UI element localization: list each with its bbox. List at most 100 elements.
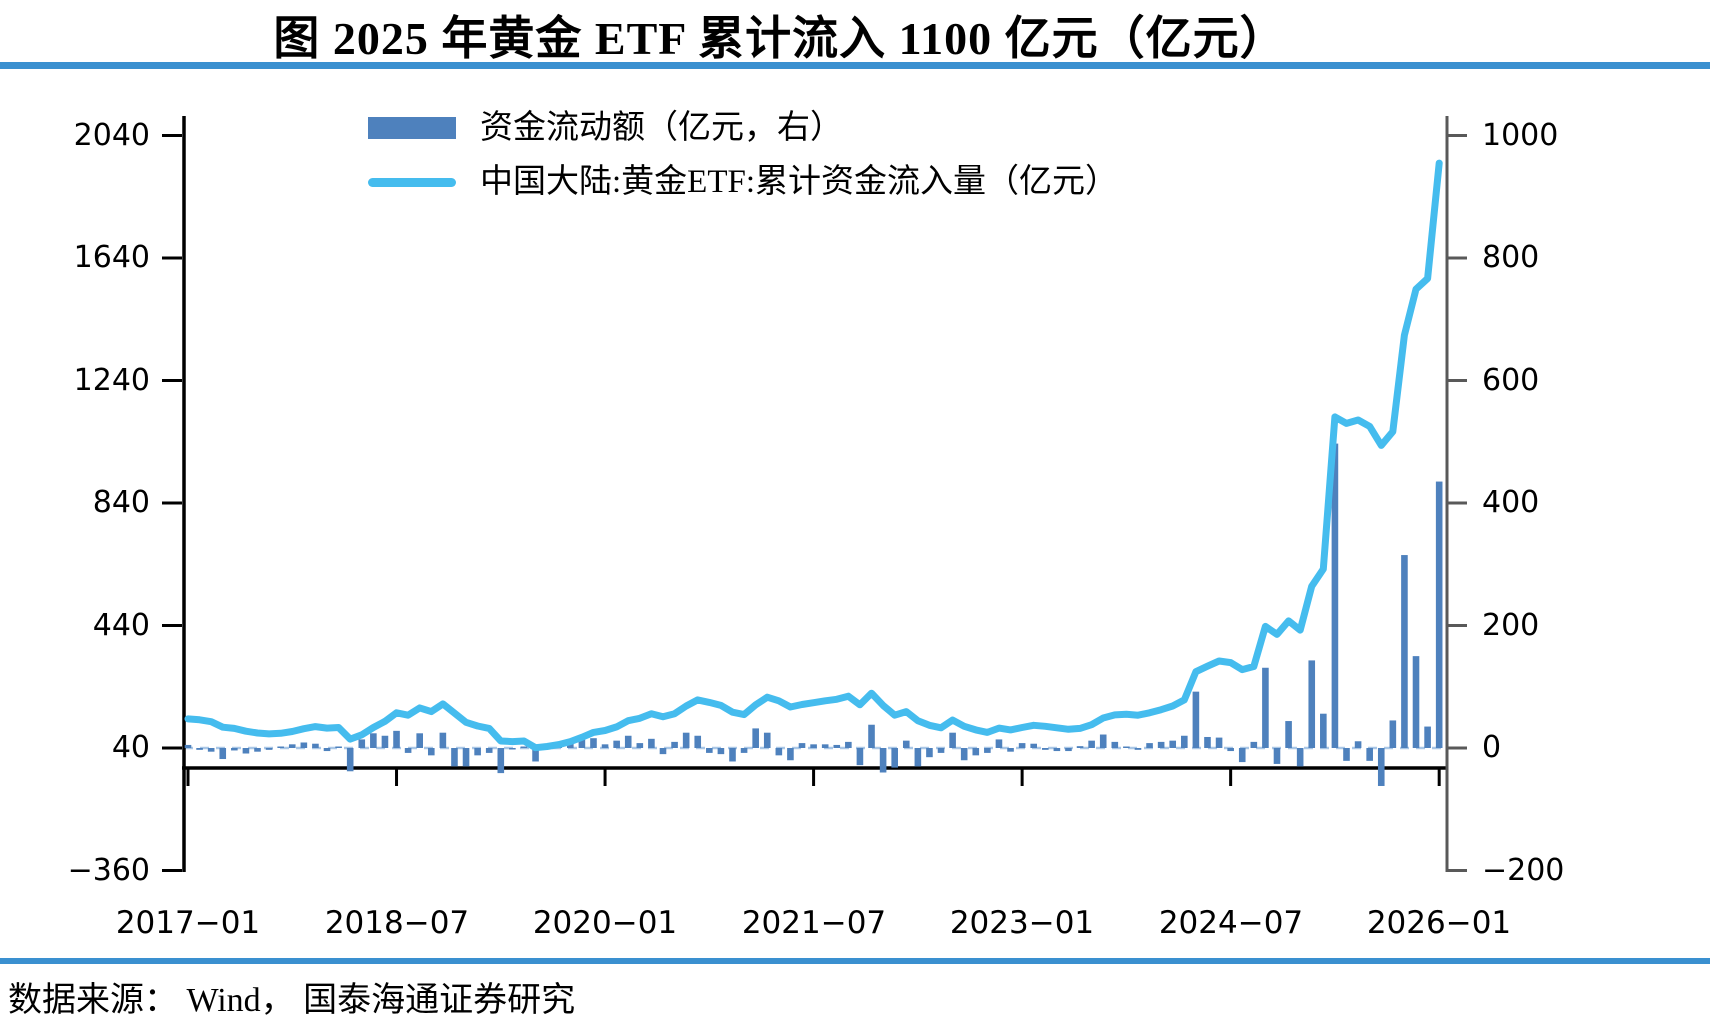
flow-bar-2020-06 (659, 748, 667, 755)
x-axis-tick-label-2023-01: 2023−01 (949, 905, 1095, 941)
flow-bar-2024-10 (1262, 667, 1269, 748)
flow-bar-2021-06 (798, 743, 806, 748)
flow-bar-2017-09 (277, 746, 284, 748)
flow-bar-2024-11 (1273, 748, 1281, 764)
flow-bar-2024-07 (1227, 748, 1234, 752)
flow-bar-2023-04 (1053, 748, 1061, 752)
flow-bar-2025-03 (1320, 713, 1327, 748)
flow-bar-2024-04 (1192, 691, 1200, 748)
flow-bar-2019-04 (497, 748, 505, 774)
flow-bar-2025-06 (1354, 741, 1362, 748)
flow-bar-2025-08 (1377, 748, 1385, 786)
flow-bar-2018-10 (427, 748, 435, 756)
flow-bar-2024-09 (1250, 741, 1258, 749)
line-series-swatch-icon (368, 177, 456, 187)
flow-bar-2019-07 (532, 748, 539, 762)
flow-bar-2018-08 (404, 748, 412, 753)
flow-bar-2023-09 (1111, 741, 1119, 749)
flow-bar-2022-02 (891, 748, 898, 768)
flow-bar-2017-05 (231, 748, 238, 751)
flow-bar-2023-07 (1088, 740, 1095, 748)
flow-bar-2017-07 (254, 748, 261, 752)
flow-bar-2024-02 (1169, 740, 1177, 748)
flow-bar-2020-09 (694, 735, 702, 748)
right-axis-tick-label-600: 600 (1482, 362, 1540, 398)
legend-label-bar-series: 资金流动额（亿元，右） (480, 110, 843, 146)
flow-bar-2020-03 (624, 735, 632, 748)
x-axis-tick-label-2024-07: 2024−07 (1158, 905, 1304, 941)
flow-bar-2019-01 (462, 748, 470, 767)
flow-bar-2025-01 (1296, 748, 1304, 767)
flow-bar-2024-12 (1285, 721, 1292, 748)
left-axis-tick-label-40: 40 (111, 730, 150, 765)
flow-bar-2021-07 (810, 744, 817, 749)
flow-bar-2020-01 (601, 744, 609, 749)
flow-bar-2018-03 (346, 748, 354, 772)
right-axis-tick-label-1000: 1000 (1482, 117, 1559, 153)
flow-bar-2020-10 (706, 748, 713, 753)
cumulative-inflow-line (184, 159, 1443, 752)
left-axis-tick-label-1640: 1640 (73, 240, 150, 275)
flow-bar-2018-01 (323, 748, 331, 752)
flow-bar-2019-03 (485, 748, 493, 753)
flow-bar-2025-10 (1401, 555, 1408, 748)
flow-bar-2022-03 (902, 740, 910, 748)
flow-bar-2019-11 (578, 739, 586, 748)
flow-bar-2023-01 (1018, 743, 1026, 748)
left-axis-tick-label-2040: 2040 (73, 117, 150, 153)
legend-label-line-series: 中国大陆:黄金ETF:累计资金流入量（亿元） (480, 164, 1119, 200)
x-axis-tick-label-2017-01: 2017−01 (115, 905, 261, 941)
flow-bar-2025-05 (1343, 748, 1350, 761)
flow-bar-2023-08 (1099, 734, 1107, 748)
flow-bar-2020-05 (648, 738, 655, 748)
right-axis-tick-label-200: 200 (1482, 607, 1540, 643)
flow-bar-2021-03 (763, 732, 771, 748)
flow-bar-2017-01 (184, 744, 192, 748)
left-axis-tick-label-1240: 1240 (73, 362, 150, 398)
flow-bar-2020-11 (717, 748, 725, 755)
flow-bar-2018-11 (439, 732, 447, 748)
flow-bar-2024-05 (1204, 736, 1211, 749)
flow-bar-2021-09 (833, 744, 841, 748)
footer-divider-rule (0, 958, 1710, 964)
source-text: 数据来源： Wind， 国泰海通证券研究 (8, 982, 576, 1019)
flow-bar-2025-11 (1412, 656, 1420, 749)
flow-bar-2019-05 (509, 748, 516, 750)
flow-bar-2025-02 (1308, 660, 1316, 748)
right-axis-tick-label--200: −200 (1482, 852, 1565, 888)
flow-bar-2022-08 (960, 748, 968, 761)
flow-bar-2022-06 (937, 748, 945, 753)
flow-bar-2025-12 (1424, 726, 1431, 748)
flow-bar-2022-04 (914, 748, 922, 767)
x-axis-tick-label-2020-01: 2020−01 (532, 905, 678, 941)
flow-bar-2022-12 (1007, 748, 1014, 752)
x-axis-tick-label-2026-01: 2026−01 (1366, 905, 1512, 941)
flow-bar-2018-04 (358, 739, 366, 748)
bar-series-swatch-icon (368, 117, 456, 139)
flow-bar-2018-07 (393, 730, 400, 748)
flow-bar-2017-12 (312, 743, 319, 748)
flow-bar-2024-06 (1215, 737, 1223, 748)
flow-bar-2017-10 (288, 744, 296, 749)
flow-bar-2023-02 (1030, 743, 1037, 748)
flow-bar-2021-01 (740, 748, 748, 753)
flow-bar-2018-09 (416, 733, 423, 748)
flow-bar-2021-10 (845, 741, 852, 749)
left-axis-tick-label--360: −360 (67, 852, 150, 888)
flow-bar-2022-05 (926, 748, 933, 758)
flow-bar-2023-03 (1041, 748, 1049, 750)
x-axis-tick-label-2021-07: 2021−07 (741, 905, 887, 941)
right-axis-tick-label-0: 0 (1482, 730, 1502, 765)
flow-bar-2019-12 (590, 738, 597, 748)
flow-bar-2021-02 (752, 728, 759, 748)
flow-bar-2020-08 (682, 732, 690, 748)
flow-bar-2023-11 (1134, 748, 1142, 750)
flow-bar-2018-02 (335, 746, 342, 748)
flow-bar-2017-02 (196, 748, 203, 750)
flow-bar-2022-07 (949, 732, 956, 748)
flow-bar-2023-12 (1146, 743, 1153, 748)
flow-bar-2021-11 (856, 748, 864, 766)
flow-bar-2021-12 (868, 724, 875, 749)
bars-series-group (184, 443, 1443, 786)
